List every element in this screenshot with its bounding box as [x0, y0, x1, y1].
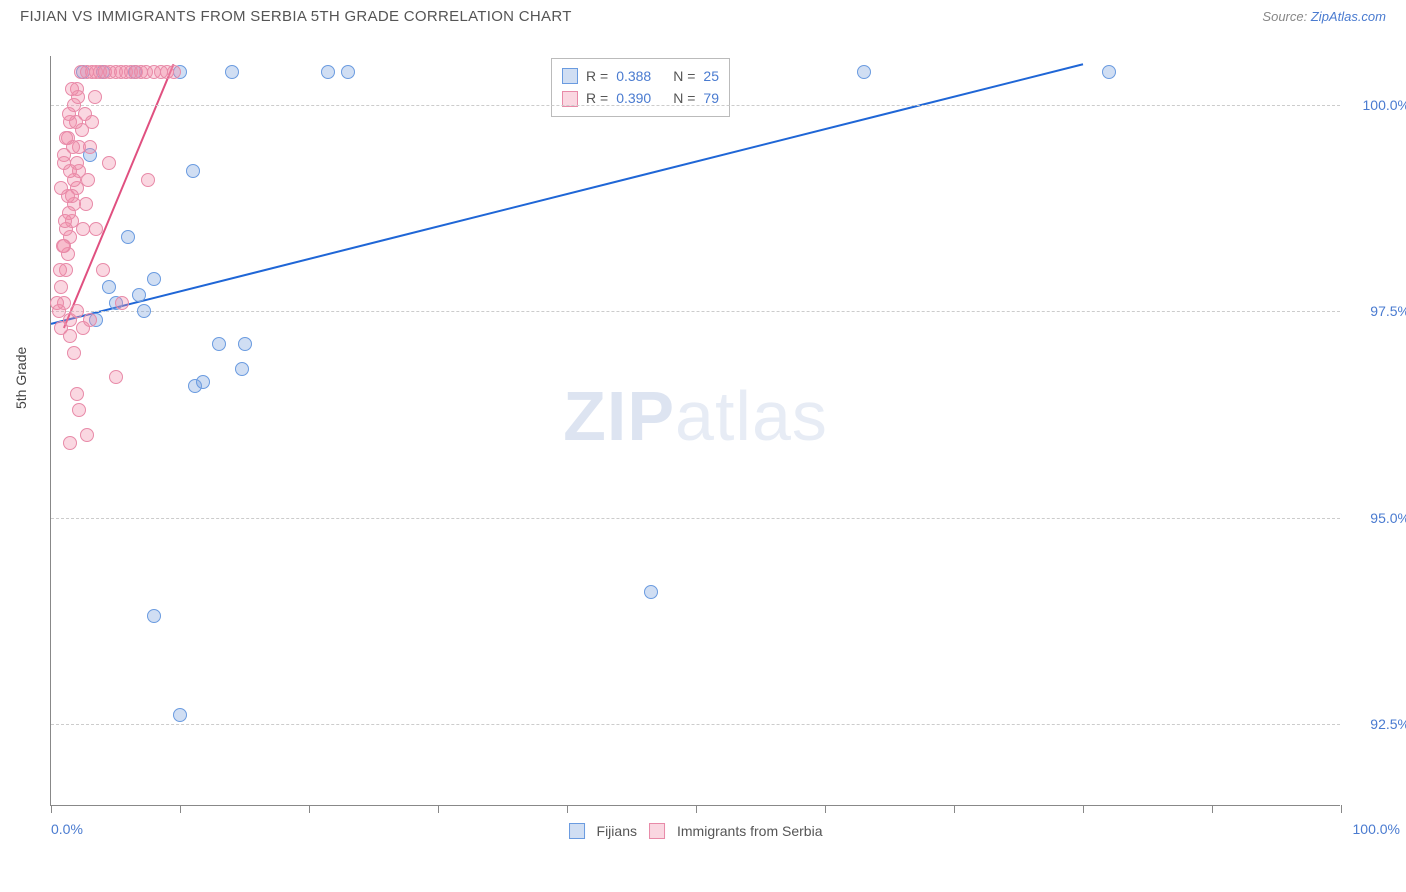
source-link[interactable]: ZipAtlas.com	[1311, 9, 1386, 24]
data-point	[857, 65, 871, 79]
x-tick	[1341, 805, 1342, 813]
data-point	[132, 288, 146, 302]
data-point	[76, 222, 90, 236]
data-point	[212, 337, 226, 351]
legend-swatch	[562, 68, 578, 84]
data-point	[173, 708, 187, 722]
x-axis-max-label: 100.0%	[1353, 821, 1400, 837]
data-point	[1102, 65, 1116, 79]
data-point	[109, 370, 123, 384]
data-point	[121, 230, 135, 244]
data-point	[63, 436, 77, 450]
data-point	[89, 222, 103, 236]
x-tick	[1083, 805, 1084, 813]
x-tick	[567, 805, 568, 813]
data-point	[235, 362, 249, 376]
x-tick	[51, 805, 52, 813]
legend-row: R =0.388N =25	[562, 65, 719, 87]
data-point	[65, 82, 79, 96]
data-point	[79, 197, 93, 211]
legend-swatch	[562, 91, 578, 107]
fijians-swatch	[569, 823, 585, 839]
data-point	[62, 107, 76, 121]
chart-plot-area: ZIPatlas 5th Grade 0.0% 100.0% R =0.388N…	[50, 56, 1340, 806]
data-point	[115, 296, 129, 310]
data-point	[137, 304, 151, 318]
data-point	[72, 403, 86, 417]
source-attribution: Source: ZipAtlas.com	[1262, 9, 1386, 24]
data-point	[167, 65, 181, 79]
data-point	[57, 156, 71, 170]
data-point	[644, 585, 658, 599]
data-point	[54, 181, 68, 195]
watermark: ZIPatlas	[563, 376, 828, 456]
data-point	[50, 296, 64, 310]
data-point	[54, 280, 68, 294]
serbia-label: Immigrants from Serbia	[677, 823, 822, 839]
data-point	[147, 609, 161, 623]
x-tick	[954, 805, 955, 813]
series-legend: Fijians Immigrants from Serbia	[569, 823, 823, 839]
data-point	[341, 65, 355, 79]
gridline	[51, 105, 1340, 106]
data-point	[58, 214, 72, 228]
data-point	[85, 115, 99, 129]
x-tick	[180, 805, 181, 813]
x-axis-min-label: 0.0%	[51, 821, 83, 837]
data-point	[83, 313, 97, 327]
x-tick	[1212, 805, 1213, 813]
data-point	[196, 375, 210, 389]
data-point	[88, 90, 102, 104]
gridline	[51, 724, 1340, 725]
data-point	[70, 304, 84, 318]
data-point	[321, 65, 335, 79]
data-point	[80, 428, 94, 442]
x-tick	[438, 805, 439, 813]
trendlines-layer	[51, 56, 1340, 805]
gridline	[51, 518, 1340, 519]
gridline	[51, 311, 1340, 312]
x-tick	[696, 805, 697, 813]
data-point	[141, 173, 155, 187]
data-point	[238, 337, 252, 351]
data-point	[96, 263, 110, 277]
data-point	[53, 263, 67, 277]
x-tick	[825, 805, 826, 813]
y-axis-title: 5th Grade	[13, 346, 29, 408]
serbia-swatch	[649, 823, 665, 839]
data-point	[83, 140, 97, 154]
data-point	[70, 387, 84, 401]
y-tick-label: 92.5%	[1370, 716, 1406, 732]
y-tick-label: 97.5%	[1370, 303, 1406, 319]
x-tick	[309, 805, 310, 813]
data-point	[67, 346, 81, 360]
data-point	[186, 164, 200, 178]
data-point	[56, 239, 70, 253]
data-point	[59, 131, 73, 145]
data-point	[225, 65, 239, 79]
data-point	[147, 272, 161, 286]
data-point	[102, 156, 116, 170]
data-point	[81, 173, 95, 187]
chart-title: FIJIAN VS IMMIGRANTS FROM SERBIA 5TH GRA…	[20, 8, 572, 25]
y-tick-label: 100.0%	[1363, 97, 1406, 113]
data-point	[102, 280, 116, 294]
data-point	[63, 329, 77, 343]
fijians-label: Fijians	[597, 823, 637, 839]
correlation-legend: R =0.388N =25R =0.390N =79	[551, 58, 730, 117]
y-tick-label: 95.0%	[1370, 510, 1406, 526]
